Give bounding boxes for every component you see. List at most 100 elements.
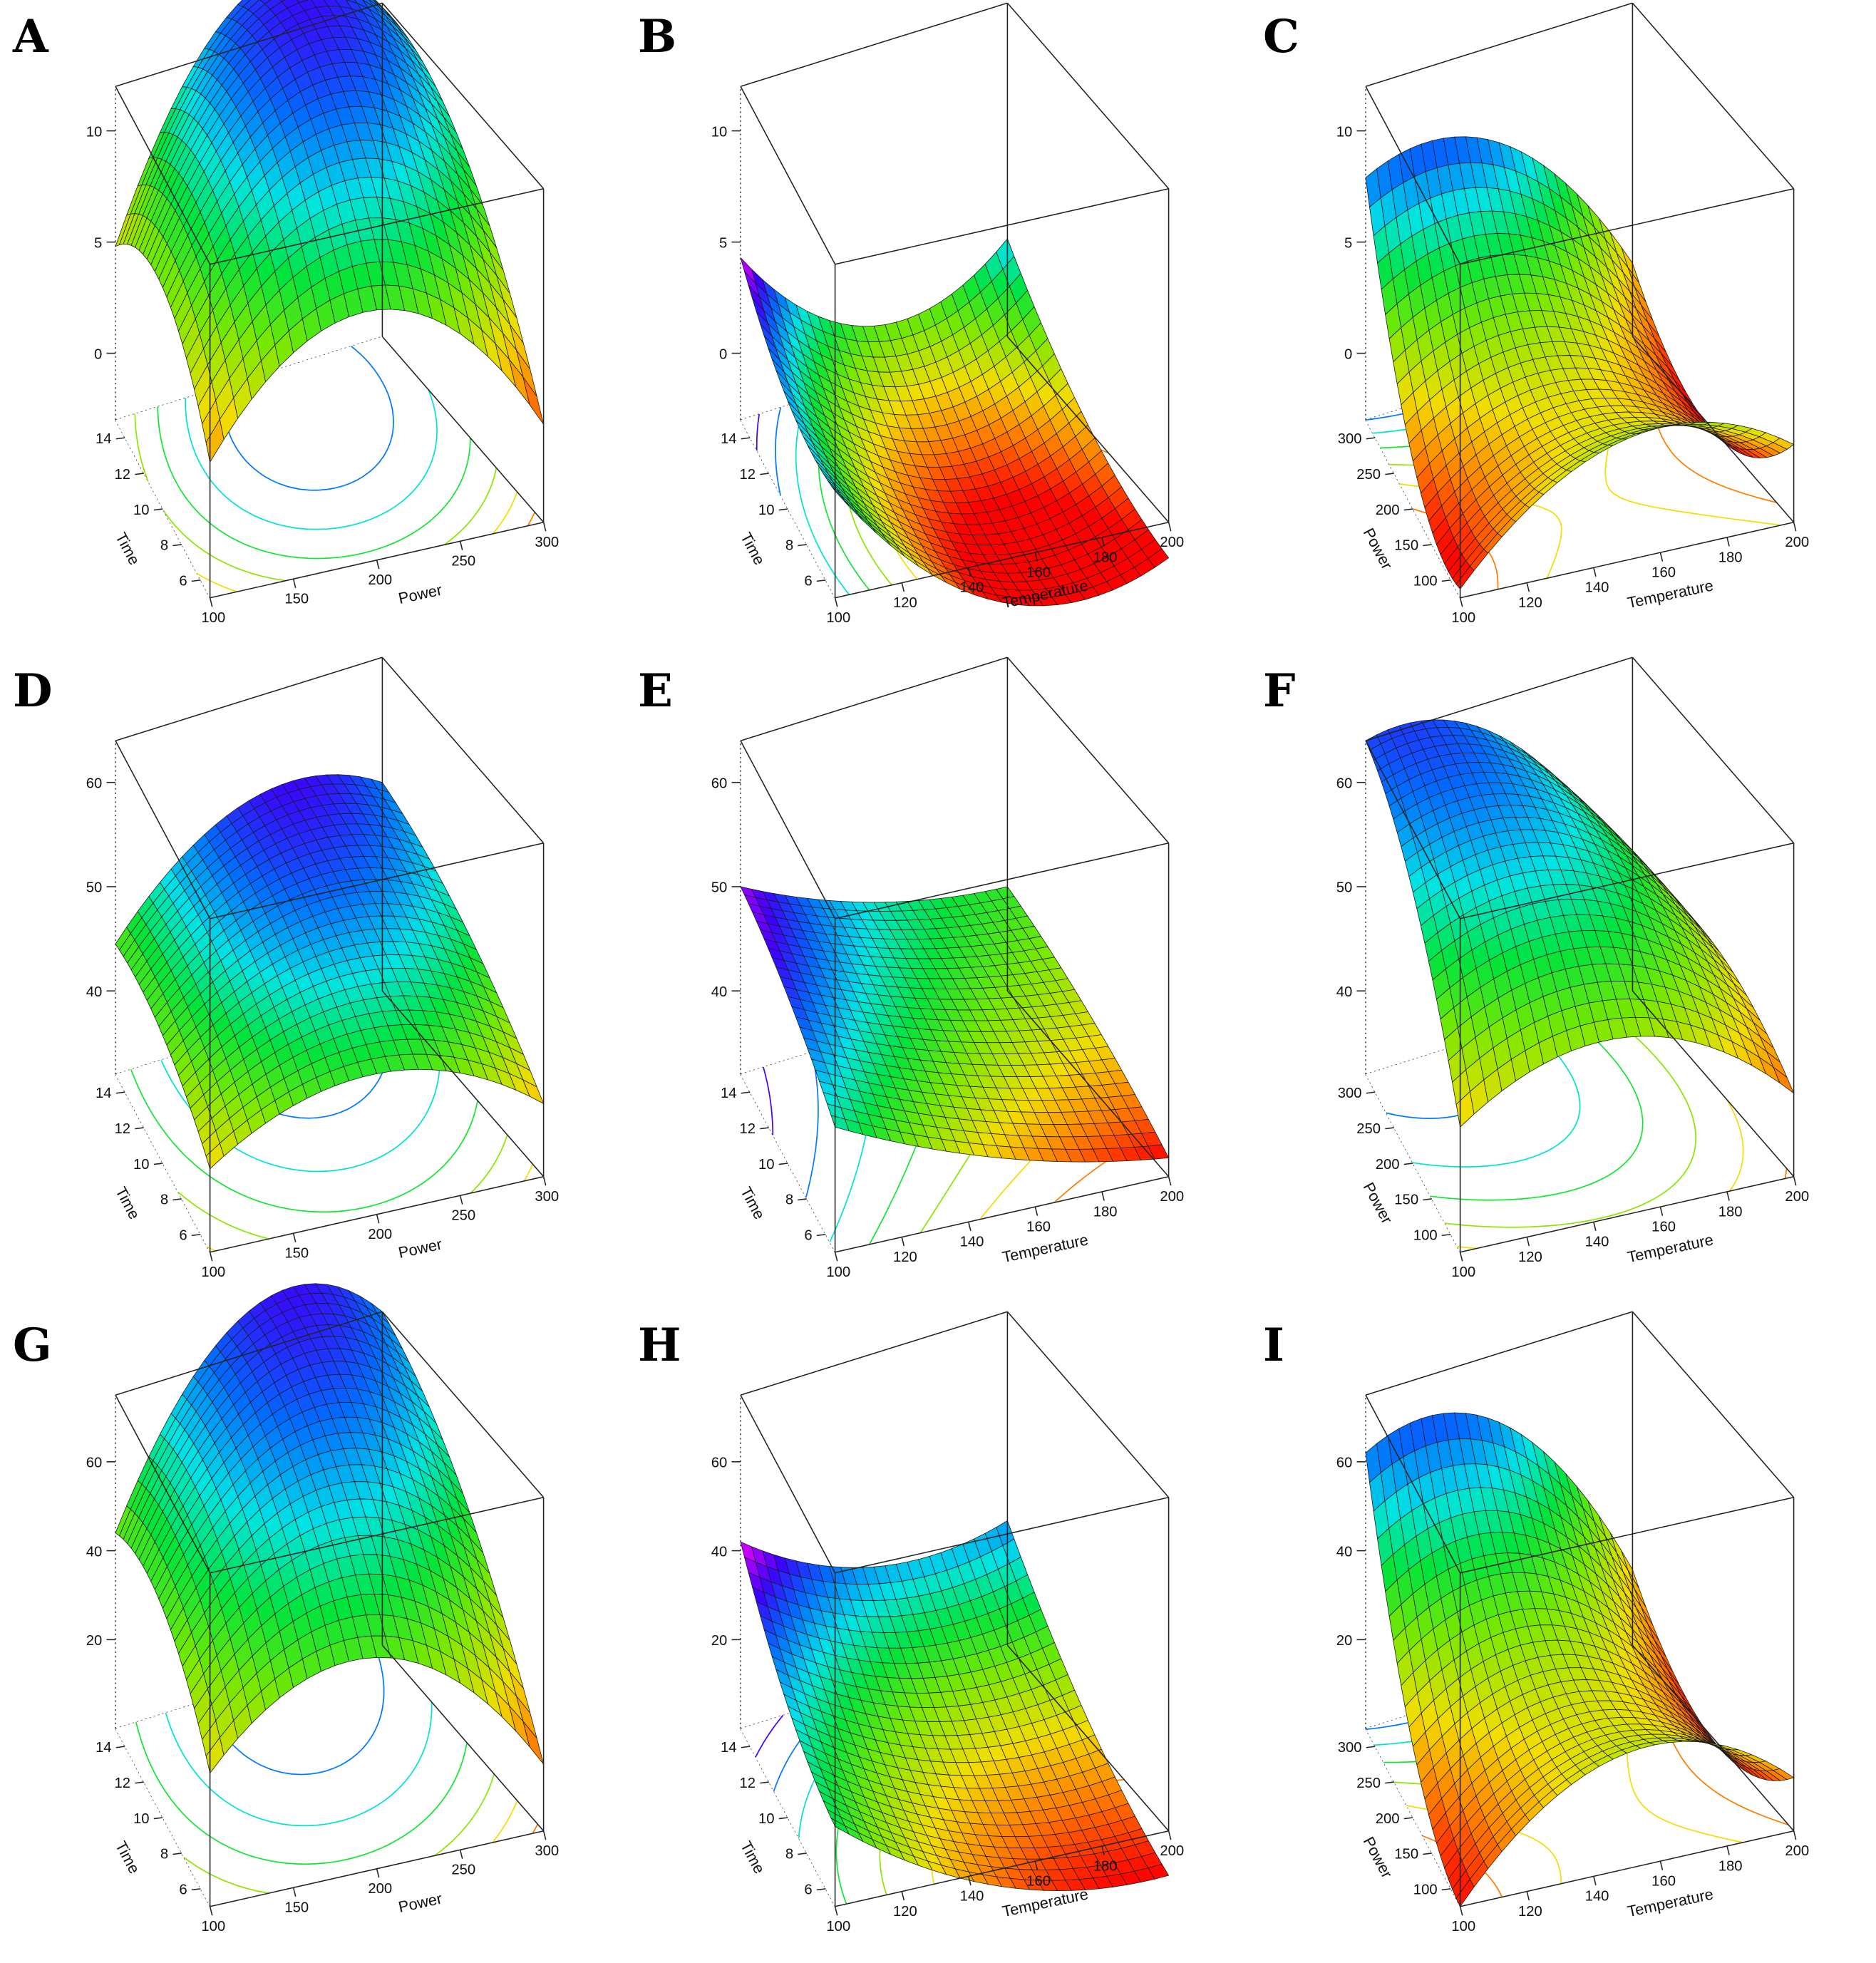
x-tick bbox=[1168, 522, 1172, 532]
surface-plot: 100120140160180200100150200250300405060T… bbox=[1336, 656, 1809, 1280]
x-tick bbox=[1101, 537, 1105, 547]
x-tick bbox=[542, 1176, 547, 1186]
panel-label: A bbox=[13, 10, 48, 63]
x-tick bbox=[292, 579, 297, 588]
box-edge bbox=[381, 990, 545, 1178]
y-tick-label: 6 bbox=[179, 574, 187, 589]
box-edge bbox=[381, 1311, 545, 1498]
x-tick-label: 100 bbox=[826, 610, 850, 626]
x-tick-label: 200 bbox=[368, 1227, 392, 1242]
y-tick bbox=[153, 1163, 163, 1165]
x-tick-label: 180 bbox=[1093, 1204, 1118, 1220]
panel-label: G bbox=[13, 1319, 52, 1372]
y-tick bbox=[1403, 1163, 1413, 1165]
box-edge bbox=[835, 187, 1169, 265]
y-axis-title: Time bbox=[112, 1184, 143, 1222]
x-tick bbox=[459, 1195, 463, 1205]
x-tick-label: 120 bbox=[893, 1904, 917, 1920]
panel-D: D 100 150 200 250 300 6 8 10 12 14 40 50 60 Power Time bbox=[0, 654, 625, 1309]
box-edge bbox=[381, 2, 545, 190]
y-tick bbox=[760, 1127, 769, 1130]
y-tick bbox=[115, 437, 125, 440]
box-edge bbox=[835, 1496, 1169, 1574]
x-tick bbox=[459, 541, 463, 550]
surface-facet bbox=[522, 1721, 544, 1765]
y-tick-label: 14 bbox=[96, 1740, 112, 1756]
x-tick bbox=[1793, 522, 1797, 532]
x-tick-label: 250 bbox=[451, 1208, 475, 1224]
z-tick-label: 50 bbox=[86, 880, 103, 896]
y-tick bbox=[1366, 1091, 1376, 1094]
box-edge bbox=[740, 656, 1008, 741]
z-tick-label: 10 bbox=[86, 124, 103, 140]
y-tick bbox=[1403, 508, 1413, 511]
y-axis-title: Time bbox=[112, 530, 143, 568]
x-tick bbox=[459, 1850, 463, 1859]
z-tick-label: 0 bbox=[1344, 346, 1352, 362]
panel-G: G 100 150 200 250 300 6 8 10 12 14 20 40 60 Power Time bbox=[0, 1283, 625, 1963]
box-edge bbox=[1365, 86, 1461, 265]
z-tick-label: 60 bbox=[86, 1455, 103, 1471]
y-tick-label: 300 bbox=[1338, 431, 1362, 447]
y-tick-label: 12 bbox=[115, 1121, 131, 1137]
x-axis-title: Power bbox=[397, 1235, 444, 1262]
panel-C: C 100 120 140 160 180 200 100 150 200 250 300 0 5 10 Te… bbox=[1250, 0, 1875, 654]
x-tick bbox=[1659, 1206, 1664, 1216]
x-tick-label: 180 bbox=[1718, 550, 1743, 565]
y-tick-label: 150 bbox=[1394, 1192, 1418, 1208]
y-tick-label: 6 bbox=[804, 1228, 812, 1244]
x-tick-label: 300 bbox=[535, 1843, 559, 1859]
x-axis-title: Power bbox=[397, 581, 444, 607]
y-axis-title: Time bbox=[112, 1838, 143, 1877]
x-tick-label: 100 bbox=[201, 1919, 225, 1934]
z-tick-label: 5 bbox=[1344, 235, 1352, 251]
box-edge bbox=[1006, 336, 1170, 523]
y-tick bbox=[1385, 473, 1394, 475]
x-tick bbox=[1168, 1176, 1172, 1186]
x-tick-label: 300 bbox=[535, 535, 559, 550]
x-tick bbox=[968, 1222, 972, 1232]
y-tick bbox=[135, 473, 144, 475]
contour-line bbox=[185, 389, 438, 530]
x-tick-label: 180 bbox=[1093, 550, 1118, 565]
x-tick bbox=[1101, 1845, 1105, 1855]
x-tick bbox=[834, 1252, 838, 1262]
contour-line bbox=[527, 512, 536, 527]
box-edge bbox=[1006, 1311, 1170, 1498]
surface-facet bbox=[259, 0, 272, 4]
x-tick-label: 120 bbox=[893, 1250, 917, 1265]
z-tick-label: 10 bbox=[1336, 124, 1353, 140]
box-edge bbox=[1006, 656, 1170, 844]
y-tick-label: 100 bbox=[1413, 574, 1438, 589]
z-tick-label: 10 bbox=[711, 124, 728, 140]
contour-line bbox=[222, 346, 394, 491]
box-edge bbox=[381, 656, 545, 844]
z-tick-label: 5 bbox=[719, 235, 727, 251]
x-tick-label: 100 bbox=[826, 1919, 850, 1934]
box-edge bbox=[210, 521, 544, 599]
y-tick-label: 6 bbox=[179, 1228, 187, 1244]
contour-line bbox=[183, 1773, 495, 1894]
box-edge bbox=[835, 842, 1169, 919]
y-tick bbox=[816, 1234, 826, 1237]
box-edge bbox=[1006, 2, 1170, 190]
x-tick-label: 100 bbox=[201, 610, 225, 626]
box-edge bbox=[1006, 1644, 1170, 1832]
y-tick bbox=[1385, 1127, 1394, 1130]
x-axis-title: Temperature bbox=[1626, 576, 1715, 612]
x-tick-label: 100 bbox=[826, 1264, 850, 1280]
x-tick-label: 100 bbox=[201, 1264, 225, 1280]
x-tick bbox=[968, 567, 972, 577]
x-tick bbox=[1034, 552, 1038, 562]
box-edge bbox=[1365, 740, 1461, 919]
panel-label: C bbox=[1263, 10, 1299, 63]
y-tick bbox=[1366, 437, 1376, 440]
box-edge bbox=[740, 740, 836, 919]
x-tick bbox=[1034, 1860, 1038, 1870]
x-tick bbox=[1659, 552, 1664, 562]
x-tick-label: 180 bbox=[1718, 1204, 1743, 1220]
x-tick bbox=[292, 1233, 297, 1242]
contour-line bbox=[135, 1721, 468, 1865]
box-edge bbox=[115, 1311, 383, 1396]
